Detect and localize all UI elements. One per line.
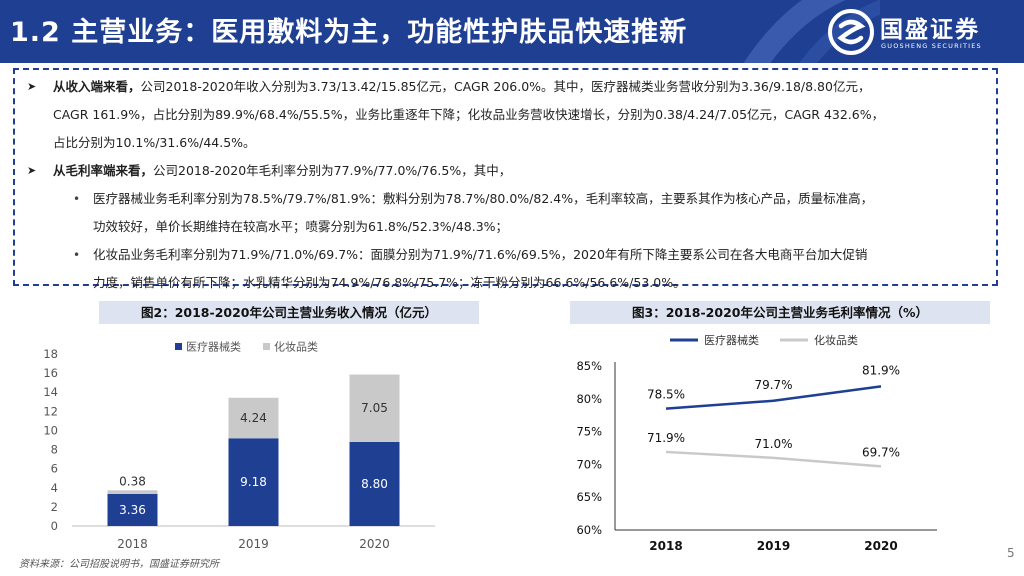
revenue-line-2: CAGR 161.9%，占比分别为89.9%/68.4%/55.5%，业务比重逐… xyxy=(53,107,885,122)
y-tick-label: 6 xyxy=(51,462,58,476)
y-tick-label: 12 xyxy=(43,404,58,418)
logo-name: 国盛证券 xyxy=(880,17,980,43)
legend-swatch xyxy=(263,343,270,350)
data-label: 69.7% xyxy=(862,445,900,459)
data-label: 81.9% xyxy=(862,363,900,377)
margin-lead: 从毛利率端来看， xyxy=(53,163,154,178)
bar-segment xyxy=(107,490,158,494)
arrow-bullet-icon: ➤ xyxy=(27,164,37,177)
bar-segment xyxy=(228,397,279,439)
y-tick-label: 10 xyxy=(43,423,58,437)
cosmetic-margin-line-1: 化妆品业务毛利率分别为71.9%/71.0%/69.7%：面膜分别为71.9%/… xyxy=(93,247,868,262)
decorative-arcs xyxy=(743,0,880,63)
y-tick-label: 14 xyxy=(43,385,58,399)
y-tick-label: 80% xyxy=(576,392,602,406)
data-label: 79.7% xyxy=(754,378,792,392)
x-tick-label: 2018 xyxy=(649,539,682,553)
legend-swatch xyxy=(175,343,182,350)
bar-segment xyxy=(228,438,279,526)
page-title: 1.2 主营业务：医用敷料为主，功能性护肤品快速推新 xyxy=(10,17,688,48)
y-tick-label: 2 xyxy=(51,500,58,514)
figure3-label: 图3：2018-2020年公司主营业务毛利率情况（%） xyxy=(570,301,990,324)
legend-label: 化妆品类 xyxy=(274,340,318,354)
page-number: 5 xyxy=(1007,546,1015,560)
x-tick-label: 2020 xyxy=(359,537,390,551)
company-logo: 国盛证券 GUOSHENG SECURITIES xyxy=(827,8,1007,56)
bar-value-label: 7.05 xyxy=(361,401,388,415)
series-line xyxy=(665,450,882,468)
y-tick-label: 75% xyxy=(576,425,602,439)
y-tick-label: 60% xyxy=(576,523,602,537)
y-tick-label: 4 xyxy=(51,481,58,495)
medical-margin-line-2: 功效较好，单价长期维持在较高水平；喷雾分别为61.8%/52.3%/48.3%； xyxy=(93,219,509,234)
y-tick-label: 65% xyxy=(576,490,602,504)
data-label: 78.5% xyxy=(647,388,685,402)
bar-value-label: 3.36 xyxy=(119,503,146,517)
bar-segment xyxy=(349,374,400,442)
gross-margin-line-chart: 60% 65% 70% 75% 80% 85% 医疗器械类 化妆品类 78.5% 79.7% 81.… xyxy=(576,333,937,553)
cosmetic-margin-line-2: 力度，销售单价有所下降；水乳精华分别为74.9%/76.8%/75.7%；冻干粉… xyxy=(93,275,686,290)
bar-value-label: 8.80 xyxy=(361,477,388,491)
summary-box: ➤ 从收入端来看，公司2018-2020年收入分别为3.73/13.42/15.… xyxy=(13,68,998,290)
dot-bullet-icon: • xyxy=(73,192,81,206)
data-label: 71.0% xyxy=(754,437,792,451)
figure2-label: 图2：2018-2020年公司主营业务收入情况（亿元） xyxy=(99,301,479,324)
y-tick-label: 18 xyxy=(43,347,58,361)
logo-subtitle: GUOSHENG SECURITIES xyxy=(881,42,982,50)
revenue-line-3: 占比分别为10.1%/31.6%/44.5%。 xyxy=(53,135,256,150)
legend-label: 化妆品类 xyxy=(814,333,858,347)
legend-label: 医疗器械类 xyxy=(704,333,759,347)
revenue-line-1: 公司2018-2020年收入分别为3.73/13.42/15.85亿元，CAGR… xyxy=(140,79,871,94)
y-tick-label: 0 xyxy=(51,519,58,533)
x-tick-label: 2019 xyxy=(757,539,790,553)
x-tick-label: 2020 xyxy=(864,539,897,553)
data-label: 71.9% xyxy=(647,431,685,445)
bar-segment xyxy=(107,493,158,526)
y-tick-label: 8 xyxy=(51,443,58,457)
bar-segment xyxy=(349,441,400,526)
margin-line-1: 公司2018-2020年毛利率分别为77.9%/77.0%/76.5%，其中， xyxy=(153,163,512,178)
x-tick-label: 2018 xyxy=(117,537,148,551)
logo-mark-icon xyxy=(828,9,874,55)
dot-bullet-icon: • xyxy=(73,248,81,262)
revenue-stacked-bar-chart: 0 2 4 6 8 10 12 14 16 18 医疗器械类 化妆品类 3.36 0.38 2018 9.18… xyxy=(43,340,435,551)
y-tick-label: 85% xyxy=(576,359,602,373)
series-line xyxy=(665,385,882,410)
header-bar: 1.2 主营业务：医用敷料为主，功能性护肤品快速推新 国盛证券 GUOSHENG… xyxy=(0,0,1024,63)
x-tick-label: 2019 xyxy=(238,537,269,551)
bar-value-label: 9.18 xyxy=(240,475,267,489)
revenue-lead: 从收入端来看， xyxy=(53,79,141,94)
y-tick-label: 16 xyxy=(43,366,58,380)
bar-value-label: 4.24 xyxy=(240,411,267,425)
bar-value-label: 0.38 xyxy=(119,474,146,488)
legend-label: 医疗器械类 xyxy=(186,340,241,354)
y-tick-label: 70% xyxy=(576,457,602,471)
source-note: 资料来源：公司招股说明书，国盛证券研究所 xyxy=(19,559,219,570)
medical-margin-line-1: 医疗器械业务毛利率分别为78.5%/79.7%/81.9%：敷料分别为78.7%… xyxy=(93,191,874,206)
arrow-bullet-icon: ➤ xyxy=(27,80,37,93)
